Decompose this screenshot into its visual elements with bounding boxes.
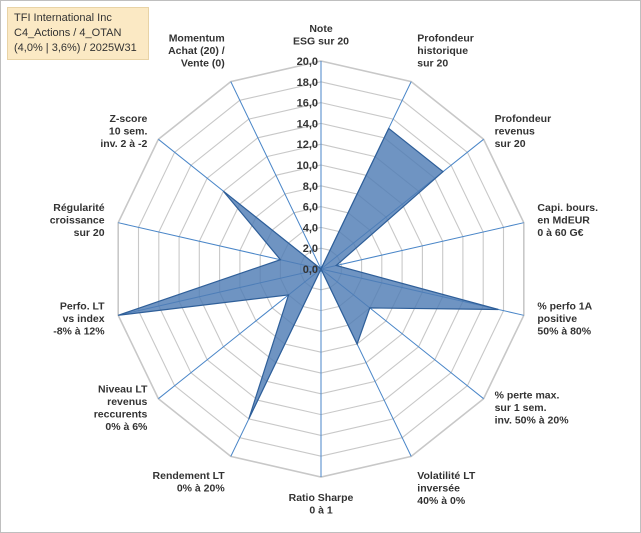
tick-label: 20,0 <box>297 56 318 68</box>
tick-label: 8,0 <box>303 181 318 193</box>
tick-label: 0,0 <box>303 264 318 276</box>
axis-label: Niveau LT revenus reccurents 0% à 6% <box>94 383 148 433</box>
tick-label: 4,0 <box>303 222 318 234</box>
axis-label: Profondeur historique sur 20 <box>417 33 474 70</box>
axis-spoke <box>320 222 524 270</box>
tick-label: 12,0 <box>297 139 318 151</box>
chart-title-box: TFI International Inc C4_Actions / 4_OTA… <box>7 7 149 60</box>
radar-tick-labels: 0,0 2,0 4,0 6,0 8,0 10,0 12,0 14,0 16,0 18,0 20,0 <box>297 56 318 276</box>
axis-label: Perfo. LT vs index -8% à 12% <box>53 301 105 338</box>
axis-label: Rendement LT 0% à 20% <box>153 470 226 495</box>
axis-spoke <box>230 81 322 270</box>
title-line-2: C4_Actions / 4_OTAN <box>14 27 122 39</box>
series-area <box>118 127 499 420</box>
axis-label: % perte max. sur 1 sem. inv. 50% à 20% <box>495 390 570 427</box>
axis-label: % perfo 1A positive 50% à 80% <box>537 301 592 338</box>
tick-label: 18,0 <box>297 77 318 89</box>
axis-label: Ratio Sharpe 0 à 1 <box>289 492 354 517</box>
axis-label: Momentum Achat (20) / Vente (0) <box>168 33 225 70</box>
axis-label: Z-score 10 sem. inv. 2 à -2 <box>100 113 147 150</box>
tick-label: 6,0 <box>303 202 318 214</box>
axis-label: Profondeur revenus sur 20 <box>495 113 552 150</box>
axis-label: Volatilité LT inversée 40% à 0% <box>417 470 476 507</box>
radar-axis-labels: Note ESG sur 20 Profondeur historique sur 20… <box>50 23 598 517</box>
tick-label: 14,0 <box>297 118 318 130</box>
tick-label: 16,0 <box>297 98 318 110</box>
axis-label: Note ESG sur 20 <box>293 23 349 48</box>
title-line-3: (4,0% | 3,6%) / 2025W31 <box>14 42 137 54</box>
tick-label: 10,0 <box>297 160 318 172</box>
title-line-1: TFI International Inc <box>14 12 112 24</box>
axis-label: Capi. bours. en MdEUR 0 à 60 G€ <box>537 202 598 239</box>
axis-label: Régularité croissance sur 20 <box>50 202 105 239</box>
radar-series <box>118 127 499 420</box>
tick-label: 2,0 <box>303 243 318 255</box>
